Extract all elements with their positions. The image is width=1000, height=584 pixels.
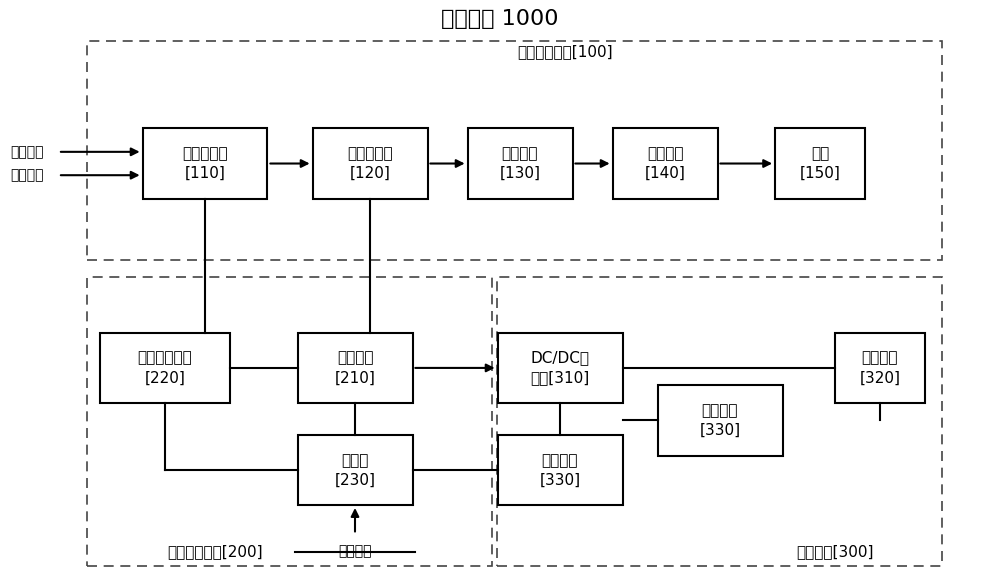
Text: 高压负载
[330]: 高压负载 [330] <box>539 453 581 488</box>
Text: 低压负载
[330]: 低压负载 [330] <box>699 403 741 438</box>
FancyBboxPatch shape <box>100 333 230 403</box>
Text: 制动信号: 制动信号 <box>10 168 44 182</box>
Text: 电机控制器
[120]: 电机控制器 [120] <box>347 146 393 181</box>
Text: 动力电池
[210]: 动力电池 [210] <box>335 350 375 385</box>
FancyBboxPatch shape <box>298 333 413 403</box>
Text: 电机驱动系统[100]: 电机驱动系统[100] <box>517 44 613 59</box>
FancyBboxPatch shape <box>312 128 428 199</box>
Text: 辅助电池
[320]: 辅助电池 [320] <box>860 350 900 385</box>
FancyBboxPatch shape <box>468 128 572 199</box>
FancyBboxPatch shape <box>498 333 622 403</box>
Text: 整车控制器
[110]: 整车控制器 [110] <box>182 146 228 181</box>
Text: 车载能源系统[200]: 车载能源系统[200] <box>167 544 263 559</box>
FancyBboxPatch shape <box>658 385 782 456</box>
Text: 电动汽车 1000: 电动汽车 1000 <box>441 9 559 29</box>
FancyBboxPatch shape <box>298 435 413 505</box>
Text: 驱动电机
[130]: 驱动电机 [130] <box>500 146 540 181</box>
FancyBboxPatch shape <box>775 128 865 199</box>
Text: 充电输入: 充电输入 <box>338 544 372 558</box>
FancyBboxPatch shape <box>143 128 267 199</box>
Text: 加速信号: 加速信号 <box>10 145 44 159</box>
FancyBboxPatch shape <box>612 128 718 199</box>
Text: 电池管理系统
[220]: 电池管理系统 [220] <box>138 350 192 385</box>
Text: 传动装置
[140]: 传动装置 [140] <box>645 146 685 181</box>
FancyBboxPatch shape <box>835 333 925 403</box>
Text: 车轮
[150]: 车轮 [150] <box>800 146 840 181</box>
Text: 充电器
[230]: 充电器 [230] <box>334 453 376 488</box>
FancyBboxPatch shape <box>498 435 622 505</box>
Text: DC/DC转
换器[310]: DC/DC转 换器[310] <box>530 350 590 385</box>
Text: 辅助系统[300]: 辅助系统[300] <box>796 544 874 559</box>
